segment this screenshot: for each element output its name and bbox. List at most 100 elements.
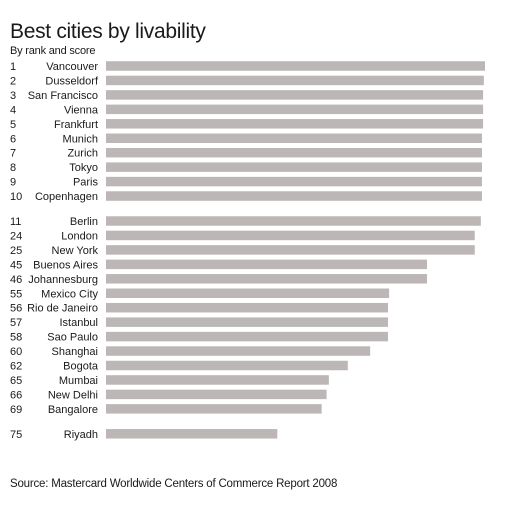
bar-row: 25 New York xyxy=(10,245,475,257)
bar xyxy=(106,302,388,313)
rank-label: 25 xyxy=(10,245,22,257)
bar xyxy=(106,389,327,400)
rank-label: 3 xyxy=(10,90,16,102)
bar-row: 5 Frankfurt xyxy=(10,119,484,131)
bar xyxy=(106,259,428,270)
bar-row: 4 Vienna xyxy=(10,104,484,116)
city-label: Johannesburg xyxy=(28,274,98,286)
city-label: Bogota xyxy=(63,361,99,373)
city-label: Istanbul xyxy=(59,317,98,329)
rank-label: 62 xyxy=(10,361,22,373)
bar xyxy=(106,216,481,226)
bar xyxy=(106,331,388,342)
city-label: London xyxy=(61,230,98,242)
rank-label: 75 xyxy=(10,429,22,441)
rank-label: 4 xyxy=(10,104,16,116)
rank-label: 8 xyxy=(10,162,16,174)
city-label: New Delhi xyxy=(48,389,98,401)
bar xyxy=(106,104,484,115)
bar-row: 10 Copenhagen xyxy=(10,191,482,203)
bar xyxy=(106,429,278,439)
city-label: Dusseldorf xyxy=(45,75,99,87)
city-label: Riyadh xyxy=(64,429,98,441)
bar-row: 55 Mexico City xyxy=(10,288,390,300)
bar-row: 1 Vancouver xyxy=(10,61,485,73)
bar xyxy=(106,360,348,371)
bar xyxy=(106,375,329,385)
bar xyxy=(106,288,390,298)
bar xyxy=(106,346,371,356)
rank-label: 10 xyxy=(10,191,22,203)
bar-row: 57 Istanbul xyxy=(10,317,388,329)
city-label: Shanghai xyxy=(52,346,99,358)
city-label: Munich xyxy=(63,133,98,145)
bar xyxy=(106,61,485,71)
chart-source: Source: Mastercard Worldwide Centers of … xyxy=(10,478,338,490)
bar-row: 46 Johannesburg xyxy=(10,274,428,286)
city-label: Sao Paulo xyxy=(47,332,98,344)
city-label: Copenhagen xyxy=(35,191,98,203)
bar-row: 45 Buenos Aires xyxy=(10,259,428,271)
bar xyxy=(106,245,475,255)
chart-title: Best cities by livability xyxy=(10,20,206,43)
rank-label: 6 xyxy=(10,133,16,145)
chart-subtitle: By rank and score xyxy=(10,45,96,57)
bar xyxy=(106,119,484,129)
rank-label: 9 xyxy=(10,177,16,189)
city-label: Vancouver xyxy=(46,61,98,73)
bar-row: 62 Bogota xyxy=(10,361,348,373)
rank-label: 56 xyxy=(10,303,22,315)
bar-row: 8 Tokyo xyxy=(10,162,482,174)
bar xyxy=(106,274,428,284)
rank-label: 66 xyxy=(10,389,22,401)
rank-label: 69 xyxy=(10,404,22,416)
bar-row: 56 Rio de Janeiro xyxy=(10,303,388,315)
rank-label: 55 xyxy=(10,288,22,300)
bar-row: 58 Sao Paulo xyxy=(10,332,388,344)
bar xyxy=(106,176,482,187)
bar-row: 7 Zurich xyxy=(10,148,482,160)
bar-row: 60 Shanghai xyxy=(10,346,371,358)
rank-label: 58 xyxy=(10,332,22,344)
rank-label: 45 xyxy=(10,259,22,271)
rank-label: 46 xyxy=(10,274,22,286)
city-label: Mexico City xyxy=(41,288,98,300)
city-label: San Francisco xyxy=(28,90,98,102)
bar xyxy=(106,75,484,86)
rank-label: 11 xyxy=(10,216,21,228)
rank-label: 2 xyxy=(10,75,16,87)
rank-label: 1 xyxy=(10,61,16,73)
city-label: New York xyxy=(52,245,99,257)
rank-label: 57 xyxy=(10,317,22,329)
bar xyxy=(106,191,482,201)
city-label: Paris xyxy=(73,177,99,189)
bar xyxy=(106,230,475,241)
rank-label: 60 xyxy=(10,346,22,358)
city-label: Zurich xyxy=(67,148,98,160)
city-label: Frankfurt xyxy=(54,119,98,131)
city-label: Mumbai xyxy=(59,375,98,387)
bar-row: 3 San Francisco xyxy=(10,90,484,102)
bar-row: 9 Paris xyxy=(10,177,482,189)
bar-row: 65 Mumbai xyxy=(10,375,329,387)
bar-row: 11 Berlin xyxy=(10,216,481,228)
city-label: Vienna xyxy=(64,104,99,116)
rank-label: 24 xyxy=(10,230,22,242)
bar xyxy=(106,147,482,158)
rank-label: 5 xyxy=(10,119,16,131)
bar xyxy=(106,404,322,414)
bar xyxy=(106,317,388,327)
bar xyxy=(106,133,482,143)
city-label: Tokyo xyxy=(69,162,98,174)
bar xyxy=(106,90,484,100)
city-label: Bangalore xyxy=(48,404,98,416)
bar-row: 6 Munich xyxy=(10,133,482,145)
bar-row: 75 Riyadh xyxy=(10,429,278,441)
bar-row: 69 Bangalore xyxy=(10,404,322,416)
city-label: Rio de Janeiro xyxy=(27,303,98,315)
rank-label: 65 xyxy=(10,375,22,387)
city-label: Berlin xyxy=(70,216,98,228)
bar-row: 2 Dusseldorf xyxy=(10,75,484,87)
bar-row: 24 London xyxy=(10,230,475,242)
